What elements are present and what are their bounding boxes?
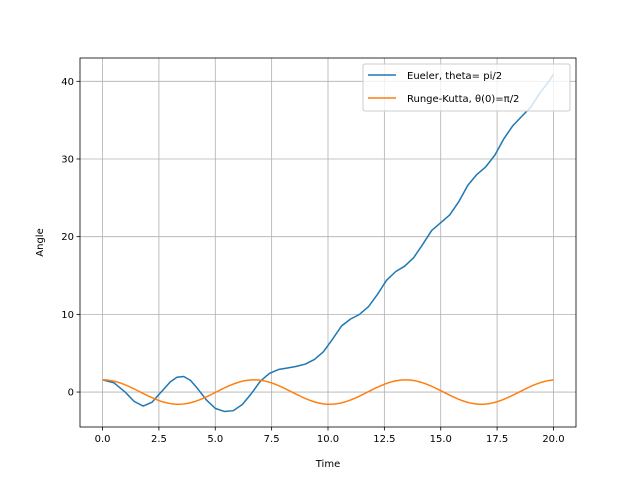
legend-label-euler: Eueler, theta= pi/2 xyxy=(407,71,502,82)
y-tick-label: 20 xyxy=(61,232,74,243)
x-tick-label: 12.5 xyxy=(373,434,395,445)
y-tick-label: 0 xyxy=(68,388,74,399)
x-tick-label: 0.0 xyxy=(95,434,111,445)
x-tick-label: 5.0 xyxy=(207,434,223,445)
x-axis-label: Time xyxy=(315,459,340,470)
legend-box xyxy=(362,63,571,112)
x-tick-label: 20.0 xyxy=(542,434,564,445)
ticks: 0.0 2.5 5.0 7.5 10.0 12.5 15.0 17.5 20.0 0 10 20 30 4… xyxy=(61,77,564,445)
x-tick-label: 10.0 xyxy=(317,434,339,445)
legend: Eueler, theta= pi/2 Runge-Kutta, θ(0)=π/… xyxy=(362,63,571,112)
grid xyxy=(80,58,576,427)
x-tick-label: 2.5 xyxy=(151,434,167,445)
series-layer xyxy=(102,73,555,413)
x-tick-label: 7.5 xyxy=(264,434,280,445)
x-tick-label: 17.5 xyxy=(486,434,508,445)
series-line-runge-kutta xyxy=(102,379,554,405)
series-line-euler xyxy=(102,73,555,413)
y-tick-label: 10 xyxy=(61,310,74,321)
y-tick-label: 30 xyxy=(61,154,74,165)
y-tick-label: 40 xyxy=(61,77,74,88)
x-tick-label: 15.0 xyxy=(430,434,452,445)
y-axis-label: Angle xyxy=(35,228,46,256)
legend-label-runge-kutta: Runge-Kutta, θ(0)=π/2 xyxy=(407,94,519,105)
